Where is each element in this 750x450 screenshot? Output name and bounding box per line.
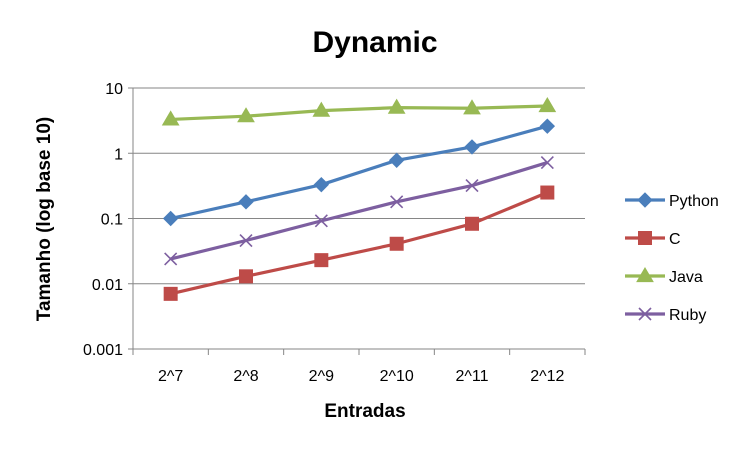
y-tick-label: 1 bbox=[114, 146, 123, 163]
legend-item-java: Java bbox=[625, 267, 703, 286]
data-point-ruby bbox=[390, 195, 404, 209]
legend-item-c: C bbox=[625, 231, 681, 248]
data-point-python bbox=[162, 210, 179, 227]
legend: Python C Java Ruby bbox=[625, 192, 719, 324]
legend-item-python: Python bbox=[625, 192, 719, 210]
series-python bbox=[162, 118, 556, 227]
legend-label: C bbox=[669, 231, 681, 248]
y-tick-label: 10 bbox=[105, 81, 123, 98]
data-point-ruby bbox=[164, 252, 178, 266]
data-point-c bbox=[239, 269, 253, 284]
series-line-python bbox=[170, 124, 548, 221]
data-point-c bbox=[314, 253, 329, 268]
series-line-ruby bbox=[170, 161, 548, 261]
x-tick-label: 2^8 bbox=[233, 368, 258, 385]
series-java bbox=[161, 97, 557, 126]
data-point-c bbox=[540, 185, 555, 200]
data-point-c bbox=[389, 236, 404, 251]
data-point-python bbox=[313, 176, 330, 193]
x-axis-title: Entradas bbox=[324, 401, 405, 422]
data-point-java bbox=[463, 99, 481, 115]
series-c bbox=[163, 185, 555, 301]
legend-label: Java bbox=[669, 269, 703, 286]
legend-marker bbox=[638, 231, 652, 245]
data-point-python bbox=[388, 152, 405, 168]
data-point-java bbox=[237, 107, 255, 123]
series-line-c bbox=[170, 191, 548, 296]
legend-marker bbox=[636, 267, 654, 283]
x-tick-label: 2^7 bbox=[158, 368, 183, 385]
legend-item-ruby: Ruby bbox=[625, 307, 706, 324]
data-point-python bbox=[238, 194, 254, 210]
axes bbox=[128, 87, 586, 355]
legend-marker bbox=[638, 307, 652, 321]
data-point-c bbox=[163, 286, 178, 301]
data-point-java bbox=[161, 110, 180, 126]
series-line-java bbox=[170, 104, 548, 122]
x-tick-label: 2^10 bbox=[380, 368, 414, 385]
chart-title: Dynamic bbox=[312, 26, 437, 59]
data-point-java bbox=[538, 97, 557, 113]
x-tick-label: 2^12 bbox=[530, 368, 564, 385]
data-point-c bbox=[465, 216, 479, 231]
x-tick-label: 2^11 bbox=[455, 368, 488, 385]
legend-marker bbox=[637, 192, 653, 208]
data-point-ruby bbox=[540, 155, 554, 170]
x-tick-label: 2^9 bbox=[309, 368, 334, 385]
data-point-java bbox=[387, 98, 406, 114]
data-point-ruby bbox=[465, 178, 479, 193]
data-point-ruby bbox=[314, 214, 328, 228]
y-tick-label: 0.1 bbox=[101, 212, 123, 229]
series-group bbox=[161, 97, 557, 301]
legend-label: Ruby bbox=[669, 307, 706, 324]
data-point-python bbox=[464, 139, 480, 155]
y-tick-label: 0.01 bbox=[92, 277, 123, 294]
x-tick-labels: 2^7 2^8 2^9 2^10 2^11 2^12 bbox=[158, 368, 565, 385]
y-tick-labels: 10 1 0.1 0.01 0.001 bbox=[83, 81, 123, 359]
series-ruby bbox=[164, 155, 554, 266]
legend-label: Python bbox=[669, 193, 719, 210]
data-point-python bbox=[539, 118, 556, 134]
data-point-java bbox=[312, 101, 331, 117]
y-tick-label: 0.001 bbox=[83, 342, 123, 359]
data-point-ruby bbox=[239, 233, 253, 248]
y-axis-title: Tamanho (log base 10) bbox=[34, 117, 55, 321]
